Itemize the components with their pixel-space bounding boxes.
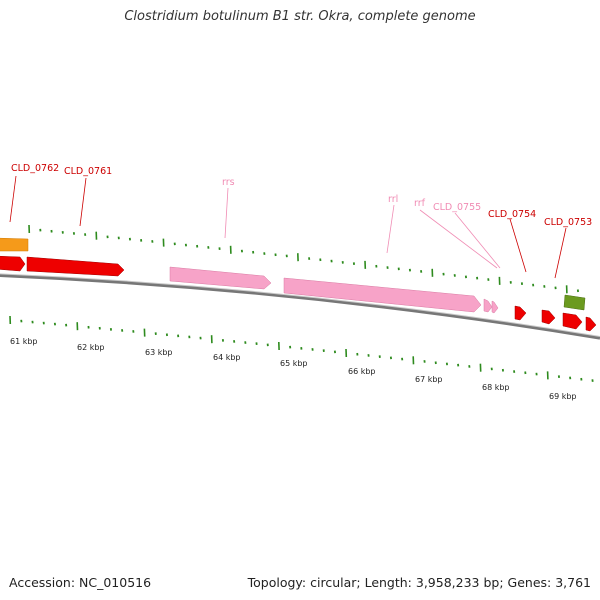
feature-cld0753-green[interactable] [563,294,586,311]
scale-label-69kbp: 69 kbp [549,392,577,401]
gene-label-cld0762[interactable]: CLD_0762 [11,163,59,174]
feature-rrl[interactable] [283,277,482,313]
inner-tick-row [9,315,594,382]
map-title: Clostridium botulinum B1 str. Okra, comp… [124,9,476,24]
scale-label-62kbp: 62 kbp [77,343,105,352]
gene-label-rrf[interactable]: rrf [414,198,426,209]
feature-cld0761[interactable] [26,256,125,277]
genome-stats-text: Topology: circular; Length: 3,958,233 bp… [247,575,591,590]
outer-tick-row [28,224,579,294]
feature-gene-542[interactable] [541,309,556,325]
feature-cld0754[interactable] [514,305,527,321]
accession-text: Accession: NC_010516 [9,575,152,590]
gene-features [0,237,597,332]
scale-label-61kbp: 61 kbp [10,337,38,346]
feature-cld0755[interactable] [491,300,499,314]
scale-label-65kbp: 65 kbp [280,359,308,368]
gene-label-cld0755[interactable]: CLD_0755 [433,202,481,213]
feature-gene-563[interactable] [562,312,583,330]
gene-label-rrl[interactable]: rrl [388,194,398,205]
gene-label-cld0761[interactable]: CLD_0761 [64,166,112,177]
feature-rrf[interactable] [483,298,493,313]
feature-cld0762[interactable] [0,255,26,272]
scale-label-64kbp: 64 kbp [213,353,241,362]
gene-label-cld0754[interactable]: CLD_0754 [488,209,536,220]
scale-labels: 61 kbp 62 kbp 63 kbp 64 kbp 65 kbp 66 kb… [10,337,577,401]
genome-backbone [0,273,600,340]
feature-gene-586[interactable] [585,316,597,332]
scale-label-66kbp: 66 kbp [348,367,376,376]
scale-label-67kbp: 67 kbp [415,375,443,384]
scale-label-63kbp: 63 kbp [145,348,173,357]
gene-label-cld0753[interactable]: CLD_0753 [544,217,592,228]
gene-label-rrs[interactable]: rrs [222,177,235,188]
feature-orange[interactable] [0,237,29,252]
gene-leader-lines [9,175,567,279]
genome-backbone-highlight [0,273,600,337]
scale-label-68kbp: 68 kbp [482,383,510,392]
feature-rrs[interactable] [169,266,272,290]
